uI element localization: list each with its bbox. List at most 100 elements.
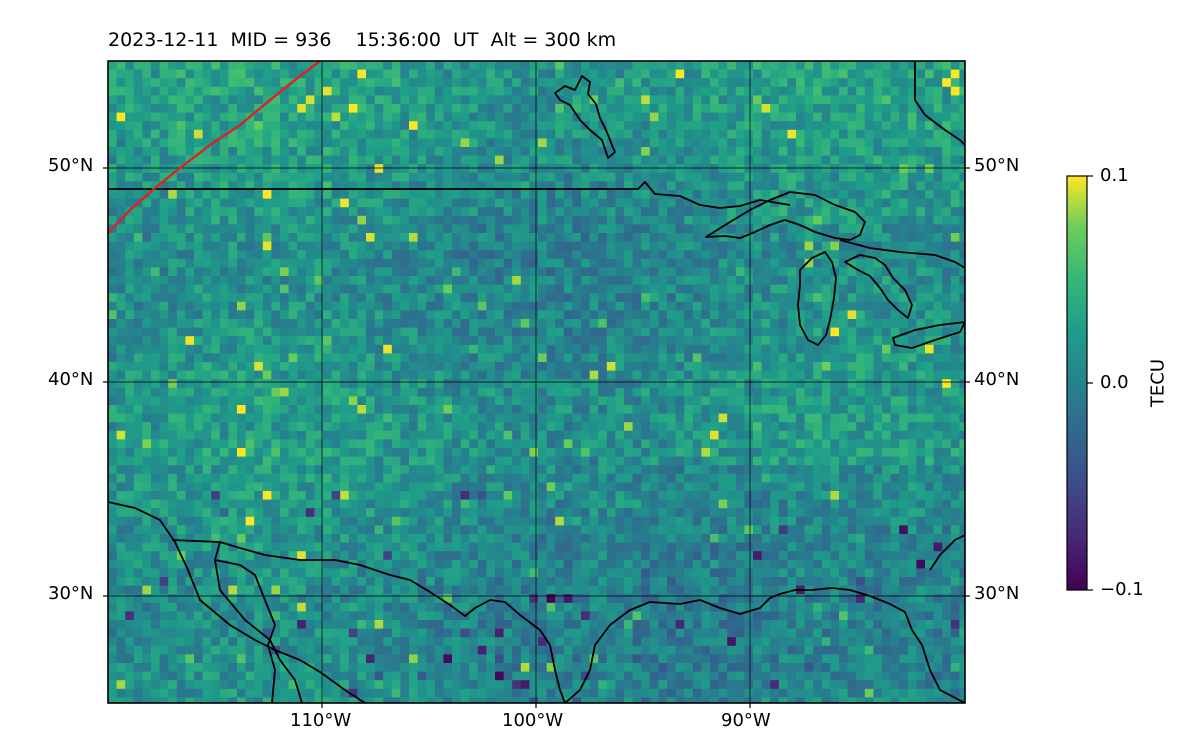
tec-cell xyxy=(830,362,840,371)
tec-cell xyxy=(426,439,436,449)
tec-cell xyxy=(288,430,298,440)
tec-cell xyxy=(641,448,651,457)
tec-cell xyxy=(340,448,350,457)
tec-cell xyxy=(796,95,805,105)
tec-cell xyxy=(641,147,651,156)
tec-cell xyxy=(701,241,711,251)
tec-cell xyxy=(374,129,384,139)
tec-cell xyxy=(538,155,547,165)
tec-cell xyxy=(383,224,393,234)
tec-cell xyxy=(288,155,298,165)
tec-cell xyxy=(477,250,487,260)
tec-cell xyxy=(116,284,126,294)
tec-cell xyxy=(271,61,281,70)
tec-cell xyxy=(813,215,823,225)
tec-cell xyxy=(185,405,195,414)
tec-cell xyxy=(245,190,255,199)
tec-cell xyxy=(667,250,676,260)
tec-cell xyxy=(159,121,169,131)
tec-cell xyxy=(366,258,375,268)
tec-cell xyxy=(856,396,866,406)
tec-cell xyxy=(142,465,152,475)
tec-cell xyxy=(684,362,694,371)
tec-cell xyxy=(847,224,857,234)
tec-cell xyxy=(133,112,143,122)
tec-cell xyxy=(168,473,178,483)
tec-cell xyxy=(950,276,960,285)
tec-cell xyxy=(538,396,547,406)
tec-cell xyxy=(297,465,307,475)
tec-cell xyxy=(770,129,780,139)
tec-cell xyxy=(314,362,324,371)
tec-cell xyxy=(847,172,857,182)
tec-cell xyxy=(830,224,840,234)
tec-cell xyxy=(675,207,685,217)
tec-cell xyxy=(228,336,238,346)
tec-cell xyxy=(813,362,823,371)
tec-cell xyxy=(443,353,453,363)
tec-cell xyxy=(598,147,608,156)
tec-cell xyxy=(469,95,479,105)
tec-cell xyxy=(288,95,298,105)
tec-cell xyxy=(916,482,926,492)
tec-cell xyxy=(305,241,315,251)
tec-cell xyxy=(297,456,307,466)
tec-cell xyxy=(254,61,264,70)
tec-cell xyxy=(778,448,788,457)
tec-cell xyxy=(555,301,565,311)
tec-cell xyxy=(142,164,152,174)
tec-cell xyxy=(710,69,719,79)
tec-cell xyxy=(770,104,780,113)
tec-cell xyxy=(142,138,152,148)
tec-cell xyxy=(280,319,289,328)
tec-cell xyxy=(675,284,685,294)
tec-cell xyxy=(151,293,160,303)
tec-cell xyxy=(237,215,246,225)
tec-cell xyxy=(194,276,203,285)
tec-cell xyxy=(873,121,883,131)
tec-cell xyxy=(761,78,771,88)
tec-cell xyxy=(331,121,341,131)
tec-cell xyxy=(340,276,350,285)
tec-cell xyxy=(305,362,315,371)
tec-cell xyxy=(890,138,900,148)
tec-cell xyxy=(563,164,573,174)
tec-cell xyxy=(133,233,143,242)
tec-cell xyxy=(882,95,891,105)
tec-cell xyxy=(202,327,212,337)
tec-cell xyxy=(185,465,195,475)
tec-cell xyxy=(202,190,212,199)
tec-cell xyxy=(219,61,229,70)
tec-cell xyxy=(426,164,436,174)
tec-cell xyxy=(925,267,934,277)
tec-cell xyxy=(615,344,625,354)
tec-cell xyxy=(434,172,444,182)
tec-cell xyxy=(116,327,126,337)
tec-cell xyxy=(486,86,496,96)
tec-cell xyxy=(761,276,771,285)
tec-cell xyxy=(503,413,513,423)
tec-cell xyxy=(443,473,453,483)
tec-cell xyxy=(297,344,307,354)
tec-cell xyxy=(409,112,418,122)
tec-cell xyxy=(959,207,965,217)
tec-cell xyxy=(512,413,522,423)
tec-cell xyxy=(684,413,694,423)
tec-cell xyxy=(254,69,264,79)
tec-cell xyxy=(641,215,651,225)
tec-cell xyxy=(108,267,117,277)
tec-cell xyxy=(357,198,367,208)
tec-cell xyxy=(899,465,909,475)
tec-cell xyxy=(297,215,307,225)
tec-cell xyxy=(486,413,496,423)
tec-cell xyxy=(899,121,909,131)
tec-cell xyxy=(400,147,410,156)
tec-cell xyxy=(907,482,917,492)
tec-cell xyxy=(271,215,281,225)
tec-cell xyxy=(211,473,221,483)
tec-cell xyxy=(374,224,384,234)
tec-cell xyxy=(409,327,418,337)
tec-cell xyxy=(778,164,788,174)
tec-cell xyxy=(821,319,831,328)
tec-cell xyxy=(245,319,255,328)
